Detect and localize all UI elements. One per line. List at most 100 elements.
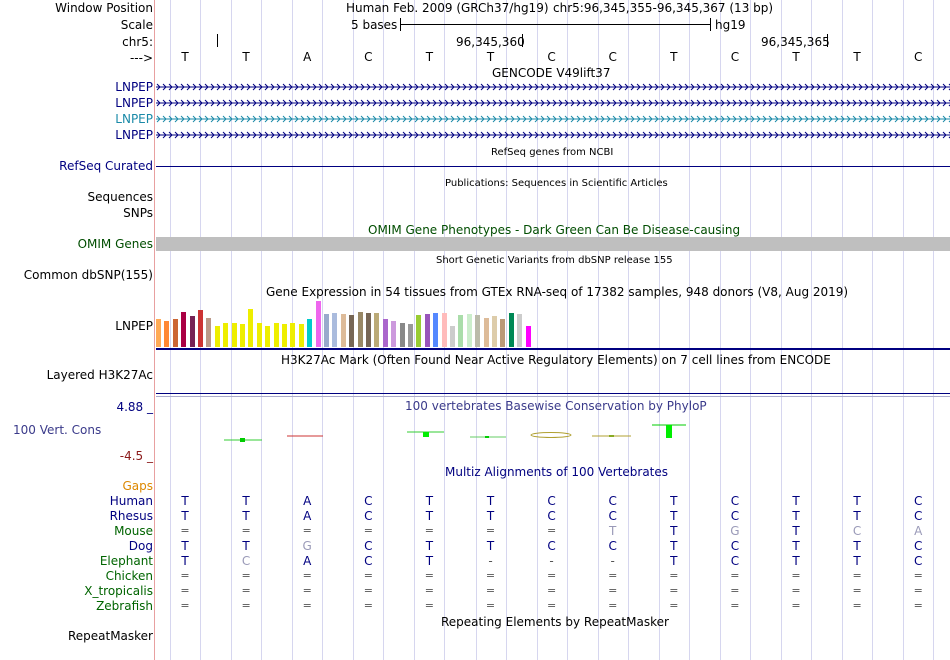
species-label-dog[interactable]: Dog [128, 539, 153, 553]
gene-feature-lnpep[interactable] [156, 129, 950, 141]
gene-label-lnpep[interactable]: LNPEP [115, 80, 153, 94]
gtex-tissue-bar[interactable] [307, 319, 313, 347]
gene-label-lnpep[interactable]: LNPEP [115, 96, 153, 110]
gtex-bar-chart[interactable] [156, 300, 546, 347]
aligned-base: = [852, 584, 862, 597]
phylop-signal[interactable] [156, 420, 950, 450]
phylop-track-label[interactable]: 100 Vert. Cons [13, 423, 102, 437]
species-label-rhesus[interactable]: Rhesus [109, 509, 153, 523]
gene-label-lnpep[interactable]: LNPEP [115, 112, 153, 126]
gtex-tissue-bar[interactable] [231, 323, 237, 347]
aligned-base: T [853, 554, 861, 568]
refseq-track-label[interactable]: RefSeq Curated [59, 159, 153, 173]
gtex-tissue-bar[interactable] [508, 313, 514, 347]
gtex-tissue-bar[interactable] [433, 313, 439, 347]
gtex-tissue-bar[interactable] [189, 316, 195, 347]
aligned-base: T [486, 509, 495, 523]
gtex-tissue-bar[interactable] [282, 324, 287, 347]
species-label-chicken[interactable]: Chicken [105, 569, 153, 583]
gtex-tissue-bar[interactable] [332, 313, 338, 347]
gtex-tissue-bar[interactable] [366, 313, 371, 347]
grid-line [903, 0, 905, 660]
gtex-tissue-bar[interactable] [290, 323, 296, 347]
gtex-tissue-bar[interactable] [441, 313, 447, 347]
h3k27ac-track-label[interactable]: Layered H3K27Ac [46, 368, 153, 382]
gtex-tissue-bar[interactable] [382, 319, 388, 347]
gtex-tissue-bar[interactable] [408, 324, 413, 347]
left-divider [154, 0, 155, 660]
gtex-tissue-bar[interactable] [416, 315, 422, 347]
gene-feature-lnpep[interactable] [156, 113, 950, 125]
gtex-tissue-bar[interactable] [374, 313, 380, 347]
refseq-gene-line[interactable] [156, 166, 950, 167]
aligned-base: = [241, 599, 251, 612]
gene-label-lnpep[interactable]: LNPEP [115, 128, 153, 142]
aligned-base: T [425, 554, 434, 568]
gtex-tissue-bar[interactable] [181, 312, 187, 347]
aligned-base: = [424, 569, 434, 582]
reference-base: T [425, 50, 434, 64]
sequences-track-label[interactable]: Sequences [87, 190, 153, 204]
gtex-tissue-bar[interactable] [450, 326, 455, 347]
aligned-base: = [424, 584, 434, 597]
aligned-base: C [608, 509, 617, 523]
aligned-base: T [670, 539, 678, 553]
gene-feature-lnpep[interactable] [156, 97, 950, 109]
gtex-tissue-bar[interactable] [500, 319, 506, 347]
dbsnp-track-label[interactable]: Common dbSNP(155) [23, 268, 153, 282]
gtex-baseline [156, 348, 950, 350]
aligned-base: = [302, 599, 312, 612]
aligned-base: C [364, 539, 373, 553]
gtex-tissue-bar[interactable] [265, 326, 271, 347]
species-label-elephant[interactable]: Elephant [99, 554, 153, 568]
snps-track-label[interactable]: SNPs [123, 206, 153, 220]
gaps-label: Gaps [122, 479, 153, 493]
gtex-tissue-bar[interactable] [164, 321, 170, 347]
gtex-tissue-bar[interactable] [357, 312, 363, 347]
gtex-tissue-bar[interactable] [298, 324, 304, 347]
gtex-tissue-bar[interactable] [172, 319, 178, 347]
gtex-tissue-bar[interactable] [198, 310, 203, 347]
aligned-base: = [546, 524, 557, 537]
gtex-tissue-bar[interactable] [273, 323, 279, 347]
gene-feature-lnpep[interactable] [156, 81, 950, 93]
gtex-tissue-bar[interactable] [475, 315, 481, 347]
gtex-tissue-bar[interactable] [248, 309, 254, 347]
gtex-tissue-bar[interactable] [206, 318, 212, 347]
gtex-tissue-bar[interactable] [256, 323, 262, 347]
gtex-tissue-bar[interactable] [240, 324, 245, 347]
gtex-tissue-bar[interactable] [458, 315, 464, 347]
aligned-base: C [547, 509, 556, 523]
species-label-human[interactable]: Human [109, 494, 153, 508]
gtex-tissue-bar[interactable] [156, 319, 161, 347]
gtex-tissue-bar[interactable] [391, 321, 397, 347]
gencode-track-title: GENCODE V49lift37 [492, 66, 611, 80]
repeatmasker-track-label[interactable]: RepeatMasker [67, 629, 153, 643]
gtex-tissue-bar[interactable] [517, 314, 523, 347]
repeatmasker-track-title: Repeating Elements by RepeatMasker [441, 615, 669, 629]
grid-line [597, 0, 599, 660]
species-label-x_tropicalis[interactable]: X_tropicalis [84, 584, 153, 598]
gtex-tissue-bar[interactable] [324, 314, 329, 347]
gtex-tissue-bar[interactable] [492, 316, 497, 347]
gtex-tissue-bar[interactable] [424, 314, 430, 347]
aligned-base: T [181, 494, 189, 508]
species-label-zebrafish[interactable]: Zebrafish [96, 599, 153, 613]
gtex-tissue-bar[interactable] [525, 326, 531, 347]
omim-track-label[interactable]: OMIM Genes [77, 237, 153, 251]
gtex-tissue-bar[interactable] [214, 326, 220, 347]
species-label-mouse[interactable]: Mouse [114, 524, 153, 538]
gtex-tissue-bar[interactable] [483, 318, 489, 347]
gtex-gene-label[interactable]: LNPEP [115, 319, 153, 333]
omim-feature-bar[interactable] [156, 237, 950, 251]
gtex-tissue-bar[interactable] [223, 323, 229, 347]
aligned-base: = [241, 584, 251, 597]
reference-base: C [364, 50, 373, 64]
gtex-tissue-bar[interactable] [315, 301, 321, 347]
aligned-base: T [181, 554, 189, 568]
gtex-tissue-bar[interactable] [340, 314, 346, 347]
gtex-tissue-bar[interactable] [399, 323, 405, 347]
gtex-tissue-bar[interactable] [349, 315, 355, 347]
h3k27ac-line [156, 396, 950, 397]
gtex-tissue-bar[interactable] [466, 314, 472, 347]
